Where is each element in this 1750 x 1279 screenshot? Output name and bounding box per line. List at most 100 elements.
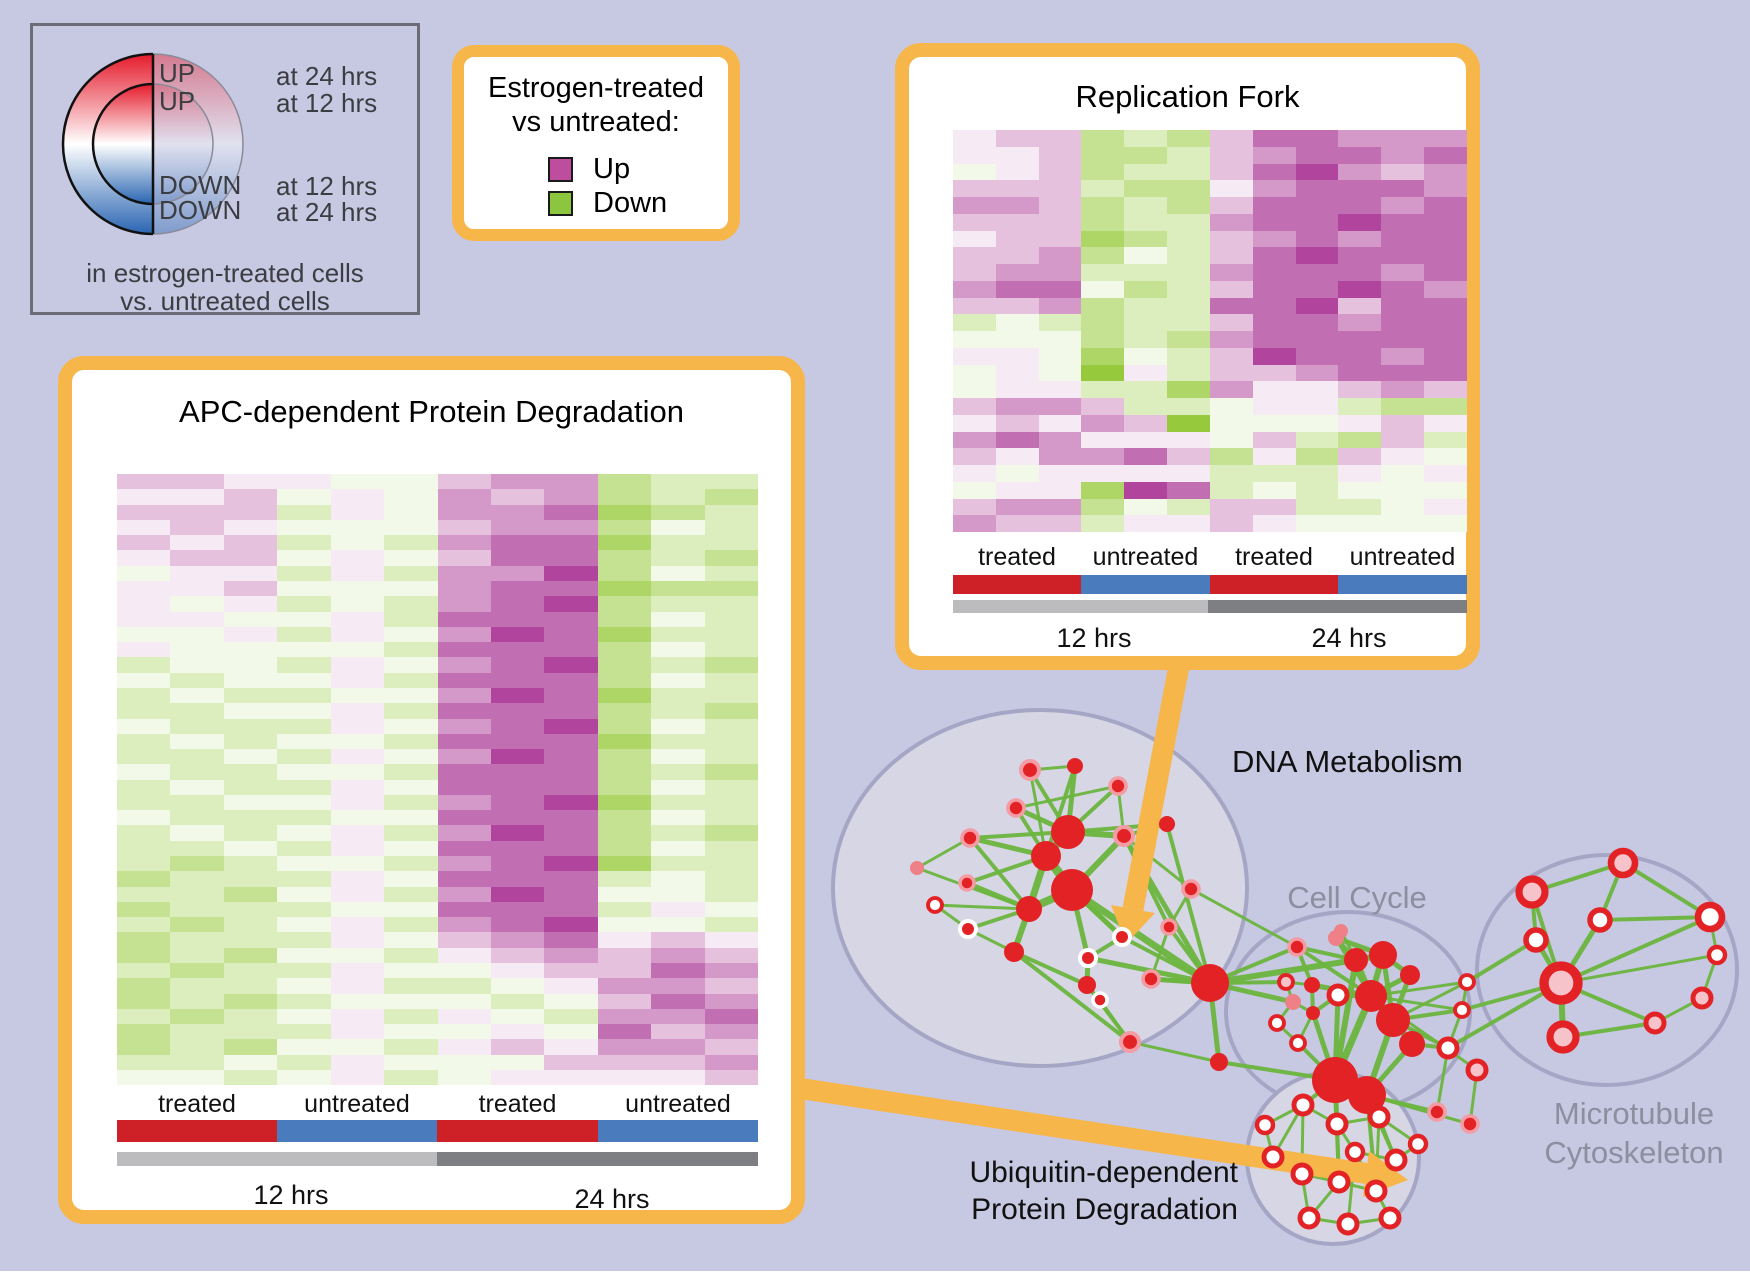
heatmap-row	[953, 180, 1467, 197]
heatmap-row	[117, 810, 759, 826]
heatmap-row	[117, 489, 759, 505]
time-bar-12h	[117, 1152, 437, 1166]
cluster-label: Protein Degradation	[971, 1193, 1238, 1226]
heatmap-row	[953, 247, 1467, 264]
gene-node	[1384, 1148, 1408, 1172]
gene-node	[1607, 847, 1639, 879]
untreated-bar-24h	[1338, 575, 1467, 594]
gene-node	[910, 861, 924, 875]
gene-node	[1458, 973, 1476, 991]
rep-group-label-1: treated	[978, 543, 1056, 571]
down-24-time: at 24 hrs	[276, 197, 378, 227]
heatmap-row	[117, 504, 759, 520]
heatmap-row	[117, 1039, 759, 1055]
heatmap-row	[117, 733, 759, 750]
updown-ring-legend: UP at 24 hrs UP at 12 hrs DOWN at 12 hrs…	[30, 23, 420, 316]
gene-node	[1018, 758, 1042, 782]
gene-node	[1004, 942, 1024, 962]
heatmap-row	[953, 431, 1467, 449]
heatmap-row	[953, 230, 1467, 248]
heatmap-row	[117, 886, 759, 902]
gene-node	[1290, 1162, 1314, 1186]
gene-node	[1376, 1003, 1410, 1037]
treated-bar-24h	[1210, 575, 1338, 594]
gene-node	[1407, 1133, 1429, 1155]
heatmap-row	[117, 947, 759, 963]
gene-node	[1400, 965, 1420, 985]
gene-node	[1141, 969, 1161, 989]
heatmap-row	[117, 687, 759, 704]
time-bar-24h	[1208, 600, 1467, 613]
network-edge	[1068, 886, 1214, 987]
gene-node	[1031, 841, 1061, 871]
at-24-label: at 24 hrs	[276, 61, 378, 91]
gene-node	[1160, 918, 1178, 936]
network-edge	[1559, 915, 1712, 985]
up-label: Up	[593, 153, 631, 185]
cluster-label: Microtubule	[1554, 1096, 1714, 1131]
network-edge	[1189, 887, 1299, 949]
bottom-margin	[0, 1271, 1750, 1279]
network-edge	[915, 836, 972, 870]
heatmap-row	[117, 749, 759, 765]
gene-node	[958, 874, 976, 892]
heatmap-row	[953, 146, 1467, 164]
ring-gradient-diagram	[61, 52, 244, 236]
gene-node	[1460, 1114, 1480, 1134]
gene-node	[1006, 798, 1026, 818]
gene-node	[1159, 816, 1175, 832]
gene-node	[1091, 991, 1109, 1009]
up-color-swatch	[548, 157, 573, 182]
heatmap-row	[117, 718, 759, 734]
gene-node	[1348, 1076, 1386, 1114]
apc-12hrs-label: 12 hrs	[253, 1180, 329, 1210]
network-edge	[1369, 980, 1469, 998]
gene-node	[1364, 1179, 1388, 1203]
apc-group-label-1: treated	[158, 1090, 236, 1118]
gene-node	[1078, 948, 1098, 968]
treated-bar-12h	[117, 1120, 277, 1142]
gene-node	[1523, 927, 1549, 953]
gene-node	[1289, 1034, 1307, 1052]
outer-right-arc	[152, 53, 244, 235]
heatmap-row	[117, 901, 759, 918]
untreated-bar-12h	[1081, 575, 1210, 594]
network-edge	[1014, 784, 1120, 810]
gene-node	[1118, 1030, 1142, 1054]
inner-left-arc	[91, 82, 154, 206]
heatmap-row	[117, 596, 759, 612]
heatmap-row	[953, 381, 1467, 398]
updown-color-legend: Estrogen-treated vs untreated: Up Down	[452, 45, 740, 241]
gene-node	[926, 896, 944, 914]
gene-node	[1436, 1036, 1460, 1060]
heatmap-row	[117, 794, 759, 811]
gene-node	[1254, 1114, 1276, 1136]
gene-node	[960, 828, 980, 848]
rep-24hrs-label: 24 hrs	[1311, 623, 1387, 653]
gene-node	[1181, 879, 1201, 899]
gene-node	[1327, 1170, 1351, 1194]
network-edge	[1465, 938, 1538, 984]
treated-bar-12h	[953, 575, 1081, 594]
gene-node	[1268, 1014, 1286, 1032]
heatmap-row	[117, 519, 759, 536]
heatmap-row	[117, 764, 759, 780]
estrogen-legend-title-line1: Estrogen-treated	[487, 72, 704, 104]
heatmap-row	[117, 550, 759, 566]
heatmap-row	[117, 779, 759, 795]
repfork-panel-title: Replication Fork	[1075, 79, 1300, 114]
gene-node	[1334, 924, 1348, 938]
apc-24hrs-label: 24 hrs	[574, 1184, 650, 1214]
heatmap-row	[953, 515, 1467, 532]
heatmap-row	[953, 481, 1467, 499]
heatmap-row	[953, 264, 1467, 281]
gene-node	[1112, 927, 1132, 947]
gene-node	[1378, 1206, 1402, 1230]
gene-node	[1643, 1011, 1667, 1035]
heatmap-row	[117, 474, 759, 490]
heatmap-row	[117, 1008, 759, 1025]
replication-fork-panel: Replication Fork treated untreated treat…	[895, 43, 1480, 670]
legend-caption-line2: vs. untreated cells	[120, 286, 330, 316]
heatmap-row	[117, 703, 759, 719]
cluster-label: Cytoskeleton	[1544, 1135, 1723, 1170]
